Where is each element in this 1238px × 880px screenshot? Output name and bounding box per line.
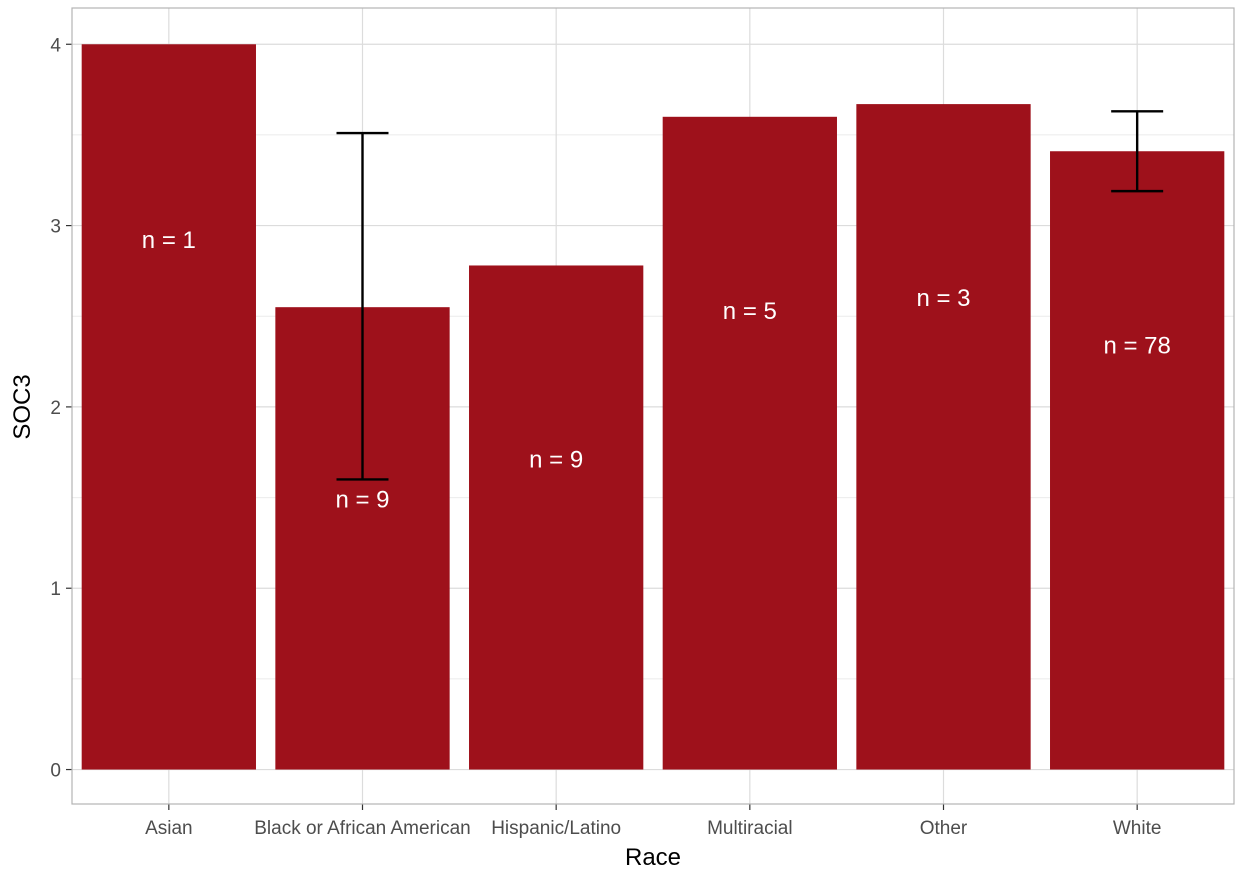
bar-count-label: n = 1 [142, 227, 196, 254]
bar [662, 116, 837, 770]
bar-layer [81, 44, 1225, 770]
y-tick-label: 1 [50, 579, 61, 600]
panel-border [71, 7, 1235, 805]
x-tick-label: White [1113, 818, 1162, 839]
bar [81, 44, 256, 770]
bar-count-label: n = 3 [916, 285, 970, 312]
y-tick-label: 2 [50, 398, 61, 419]
data-label-layer: n = 1 n = 9 n = 9 n = 5 n = 3 n = 78 [142, 227, 1171, 513]
x-tick-label: Asian [145, 818, 193, 839]
bar-count-label: n = 78 [1103, 332, 1170, 359]
y-axis-title: SOC3 [9, 374, 36, 439]
y-tick-label: 4 [50, 35, 61, 56]
bar [856, 104, 1031, 770]
errorbar-layer [336, 110, 1164, 481]
x-tick-label: Hispanic/Latino [491, 818, 621, 839]
y-tick-label: 3 [50, 217, 61, 238]
x-tick-label: Black or African American [254, 818, 470, 839]
bar [469, 265, 644, 770]
axis-layer: 0 1 2 3 4 Asian Black or African American Hispa… [50, 7, 1235, 839]
bar-count-label: n = 9 [529, 446, 583, 473]
bar [1050, 151, 1225, 770]
x-tick-label: Multiracial [707, 818, 793, 839]
bar-count-label: n = 9 [335, 486, 389, 513]
y-tick-label: 0 [50, 761, 61, 782]
bar-count-label: n = 5 [723, 298, 777, 325]
x-tick-label: Other [920, 818, 968, 839]
x-axis-title: Race [625, 844, 681, 871]
